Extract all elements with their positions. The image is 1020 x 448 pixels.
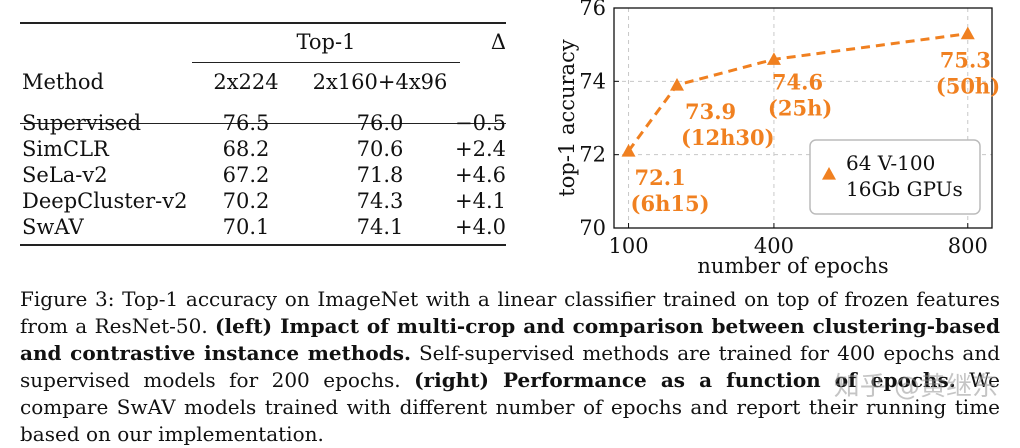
table-row-v2: 74.1	[356, 215, 404, 239]
y-axis-label: top-1 accuracy	[555, 39, 579, 197]
caption-middle: Self-supervised methods are trained for …	[20, 341, 1000, 392]
table-row-v2: 71.8	[356, 163, 404, 187]
table-row-v2: 74.3	[356, 189, 404, 213]
table-mid-rule	[20, 123, 506, 124]
caption-prefix: Figure 3: Top-1 accuracy on ImageNet wit…	[20, 287, 1000, 338]
data-label-time: (12h30)	[681, 125, 775, 150]
table-row-v2: 76.0	[356, 111, 404, 135]
data-label-time: (25h)	[768, 95, 832, 120]
data-label-time: (6h15)	[631, 191, 710, 216]
table-row-v1: 67.2	[222, 163, 270, 187]
data-point-marker	[960, 26, 975, 40]
col-header-2x224: 2x224	[213, 70, 279, 94]
table-row-v1: 68.2	[222, 137, 270, 161]
table-row-delta: −0.5	[455, 111, 506, 135]
data-label-value: 75.3	[940, 48, 991, 73]
delta-header: Δ	[490, 30, 506, 54]
caption-right-bold: (right) Performance as a function of epo…	[414, 368, 956, 392]
col-header-multicrop: 2x160+4x96	[312, 70, 448, 94]
plot-frame	[613, 7, 993, 229]
table-row-v1: 76.5	[222, 111, 270, 135]
data-point-marker	[621, 144, 636, 157]
caption-left-bold: (left) Impact of multi-crop and comparis…	[20, 314, 1001, 365]
table-row-v1: 70.2	[222, 189, 270, 213]
table-bottom-rule	[20, 244, 506, 246]
top1-group-header: Top-1	[296, 30, 356, 54]
y-tick-label: 76	[579, 0, 606, 20]
x-tick-label: 400	[754, 234, 794, 258]
legend-line-2: 16Gb GPUs	[846, 177, 963, 201]
x-tick-label: 100	[608, 234, 648, 258]
data-point-marker	[766, 52, 781, 65]
table-row-v2: 70.6	[356, 137, 404, 161]
table-row-method: DeepCluster-v2	[22, 189, 188, 213]
legend-line-1: 64 V-100	[846, 151, 935, 175]
method-header: Method	[22, 70, 104, 94]
table-row-delta: +4.0	[455, 215, 506, 239]
x-tick-label: 800	[948, 234, 988, 258]
table-row-delta: +4.1	[455, 189, 506, 213]
table-row-v1: 70.1	[222, 215, 270, 239]
y-tick-label: 72	[579, 143, 606, 167]
table-row-method: SwAV	[22, 215, 84, 239]
legend-box	[809, 139, 981, 215]
table-row-method: SimCLR	[22, 137, 109, 161]
table-row-delta: +4.6	[455, 163, 506, 187]
data-label-value: 72.1	[635, 165, 686, 190]
table-row-delta: +2.4	[455, 137, 506, 161]
y-tick-label: 70	[579, 216, 606, 240]
y-tick-label: 74	[579, 69, 606, 93]
table-top-rule	[20, 22, 506, 24]
legend-marker	[822, 167, 836, 180]
data-point-marker	[670, 78, 684, 91]
data-label-time: (50h)	[936, 74, 1000, 99]
epochs-accuracy-chart: 100 400 800 70 72 74 76 number of epochs top-1 a…	[555, 0, 1000, 278]
table-row-method: SeLa-v2	[22, 163, 108, 187]
watermark: 知乎 @黄继东	[833, 372, 998, 402]
data-label-value: 74.6	[772, 69, 823, 94]
table-row-method: Supervised	[22, 111, 142, 135]
x-axis-label: number of epochs	[697, 254, 888, 278]
data-label-value: 73.9	[685, 99, 736, 124]
group-header-rule	[192, 62, 460, 63]
